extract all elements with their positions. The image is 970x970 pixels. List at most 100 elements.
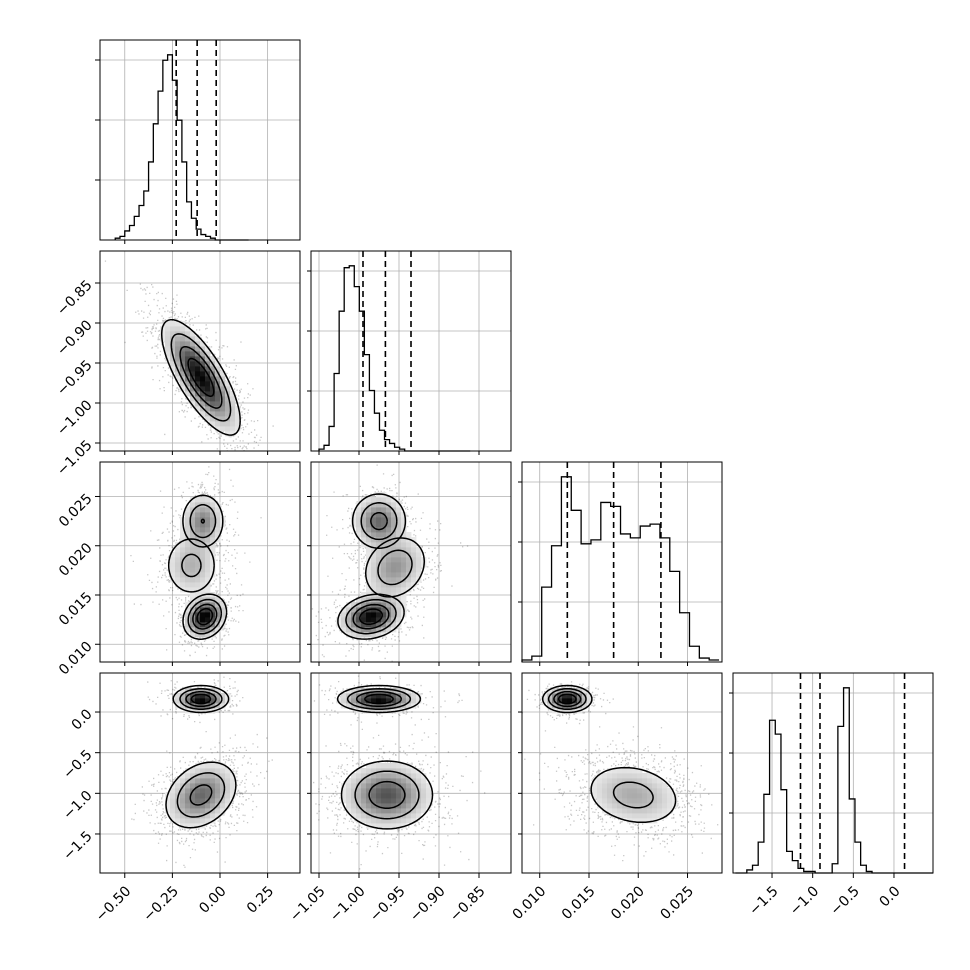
density-cell xyxy=(401,512,407,518)
density-cell xyxy=(205,562,211,568)
density-cell xyxy=(215,522,221,528)
density-cell xyxy=(396,763,402,769)
density-cell xyxy=(351,803,357,809)
contour-line xyxy=(187,598,223,635)
density-cell xyxy=(175,693,181,699)
density-cell xyxy=(190,396,196,402)
density-cell xyxy=(401,582,407,588)
density-cell xyxy=(391,602,397,608)
density-cell xyxy=(205,763,211,769)
contour-line xyxy=(172,684,230,714)
density-cell xyxy=(577,703,583,709)
density-cell xyxy=(396,612,402,618)
density-cell xyxy=(632,793,638,799)
density-cell xyxy=(627,788,633,794)
scatter-panel-3-0 xyxy=(99,672,301,874)
density-cell xyxy=(386,622,392,628)
density-cell xyxy=(381,517,387,523)
scatter-panel-2-1 xyxy=(310,461,512,663)
density-cell xyxy=(165,331,171,337)
density-cell xyxy=(205,361,211,367)
contour-line xyxy=(196,607,214,626)
density-cell xyxy=(205,522,211,528)
density-cell xyxy=(627,798,633,804)
density-cell xyxy=(371,778,377,784)
density-cell xyxy=(637,773,643,779)
density-cell xyxy=(647,813,653,819)
scatter-panel-1-0 xyxy=(99,250,301,452)
density-cell xyxy=(401,522,407,528)
density-cell xyxy=(205,376,211,382)
density-cell xyxy=(195,356,201,362)
density-cell xyxy=(200,401,206,407)
density-cell xyxy=(195,401,201,407)
density-cell xyxy=(366,512,372,518)
density-cell xyxy=(175,582,181,588)
density-cell xyxy=(170,562,176,568)
density-cell xyxy=(381,567,387,573)
density-cell xyxy=(376,612,382,618)
density-cell xyxy=(200,351,206,357)
density-cell xyxy=(376,793,382,799)
density-cell xyxy=(371,622,377,628)
density-cell xyxy=(401,547,407,553)
density-cell xyxy=(386,587,392,593)
density-cell xyxy=(195,698,201,704)
density-cell xyxy=(361,703,367,709)
density-cell xyxy=(401,552,407,558)
density-cell xyxy=(165,356,171,362)
density-cell xyxy=(195,632,201,638)
density-cell xyxy=(180,818,186,824)
x-tick-label: −0.25 xyxy=(140,883,182,925)
hist-panel-0 xyxy=(96,39,301,241)
density-cell xyxy=(210,401,216,407)
density-cell xyxy=(180,793,186,799)
contour-line xyxy=(189,784,213,806)
density-cell xyxy=(190,522,196,528)
density-cell xyxy=(195,768,201,774)
density-cell xyxy=(401,763,407,769)
density-cell xyxy=(235,421,241,427)
density-cell xyxy=(346,602,352,608)
density-cell xyxy=(215,597,221,603)
density-cell xyxy=(396,793,402,799)
density-cell xyxy=(210,632,216,638)
density-cell xyxy=(165,351,171,357)
density-cell xyxy=(632,768,638,774)
density-cell xyxy=(371,522,377,528)
density-cell xyxy=(632,783,638,789)
density-cell xyxy=(391,798,397,804)
contour-line xyxy=(192,603,218,630)
density-cell xyxy=(366,497,372,503)
density-cell xyxy=(366,612,372,618)
density-cell xyxy=(411,542,417,548)
density-cell xyxy=(647,808,653,814)
density-cell xyxy=(175,547,181,553)
density-cell xyxy=(632,788,638,794)
density-cell xyxy=(386,778,392,784)
density-cell xyxy=(180,808,186,814)
density-cell xyxy=(406,793,412,799)
density-cell xyxy=(165,341,171,347)
density-cell xyxy=(200,522,206,528)
density-cell xyxy=(637,788,643,794)
density-cell xyxy=(180,582,186,588)
density-cell xyxy=(341,607,347,613)
density-cell xyxy=(356,507,362,513)
density-cell xyxy=(170,326,176,332)
y-tick-label: −0.5 xyxy=(60,747,95,782)
density-cell xyxy=(386,607,392,613)
density-cell xyxy=(547,698,553,704)
density-cell xyxy=(185,582,191,588)
density-cell xyxy=(205,381,211,387)
density-cell xyxy=(190,793,196,799)
density-cell xyxy=(587,693,593,699)
density-cell xyxy=(180,562,186,568)
density-cell xyxy=(215,698,221,704)
density-cell xyxy=(547,703,553,709)
density-cell xyxy=(391,622,397,628)
density-cell xyxy=(205,627,211,633)
density-cell xyxy=(195,552,201,558)
density-cell xyxy=(617,783,623,789)
density-cell xyxy=(632,778,638,784)
